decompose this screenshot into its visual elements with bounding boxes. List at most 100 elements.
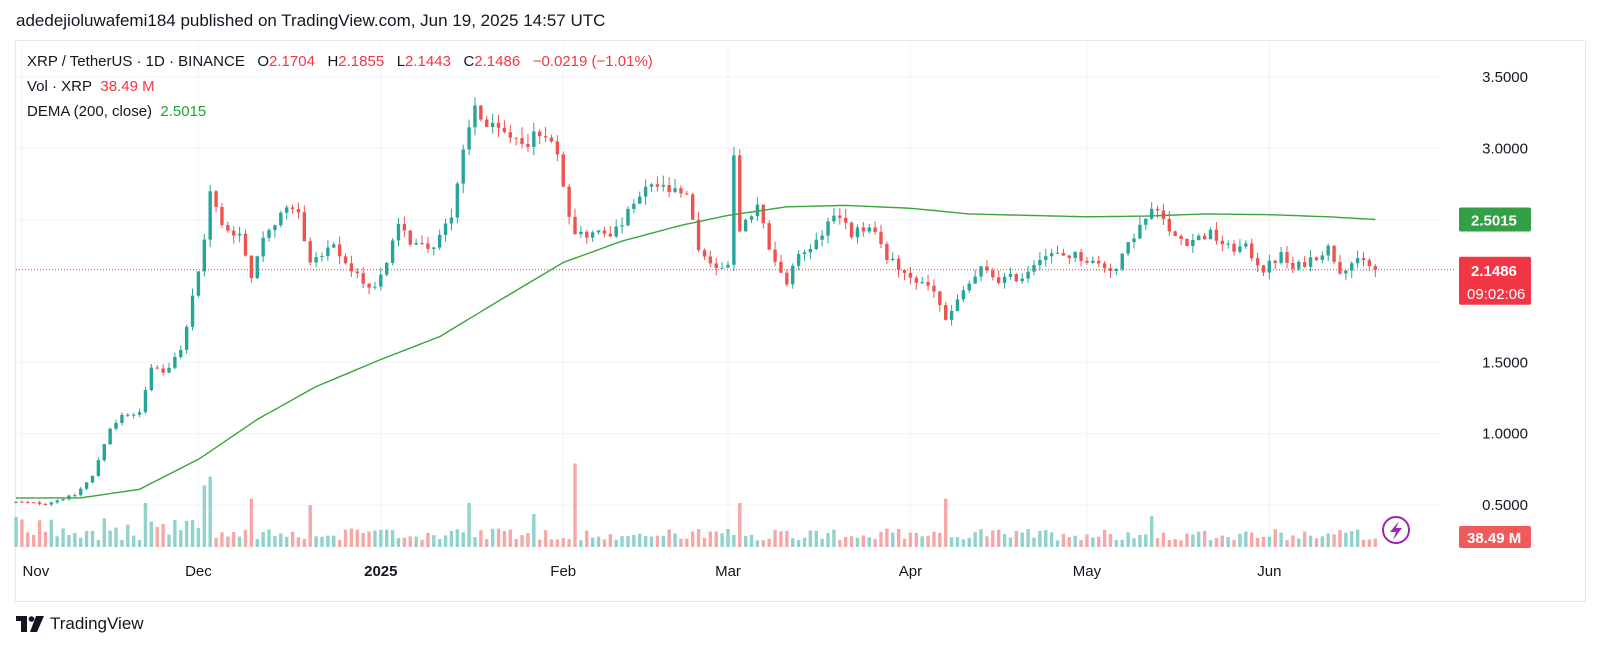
legend-symbol[interactable]: XRP / TetherUS · 1D · BINANCE (27, 53, 245, 70)
candle-body (485, 119, 489, 128)
candle-body (561, 154, 565, 187)
candle-body (590, 232, 595, 238)
candle-body (885, 244, 889, 261)
candle-body (732, 155, 736, 265)
legend-dema-label[interactable]: DEMA (200, close) (27, 103, 153, 120)
lightning-icon[interactable] (1382, 516, 1410, 544)
volume-bar (408, 536, 412, 547)
candle-body (261, 237, 265, 257)
candle-body (355, 271, 359, 274)
candle-body (1361, 258, 1366, 261)
candle-body (190, 295, 195, 327)
candle-body (1255, 258, 1260, 266)
candle-body (237, 233, 242, 236)
volume-bar (908, 532, 913, 547)
candle-body (985, 266, 989, 271)
volume-bar (137, 540, 142, 547)
candle-body (1314, 257, 1319, 260)
candle-body (802, 252, 807, 255)
volume-bar (749, 534, 754, 547)
candle-body (767, 223, 771, 250)
candle-body (102, 444, 106, 461)
dema-value-badge (1459, 207, 1531, 232)
volume-bar (1114, 539, 1119, 547)
candle-body (279, 212, 283, 226)
volume-bar (1102, 529, 1107, 547)
volume-bar (367, 531, 371, 547)
volume-bar (767, 538, 771, 547)
candle-body (379, 274, 383, 287)
candle-body (1120, 253, 1124, 270)
volume-bar (55, 536, 59, 547)
volume-bar (1067, 537, 1071, 547)
candle-body (973, 276, 977, 284)
volume-bar (1038, 530, 1042, 547)
volume-bar (914, 532, 918, 547)
candle-body (202, 239, 206, 272)
candle-body (879, 231, 883, 245)
volume-bar (808, 530, 813, 547)
volume-bar (820, 538, 824, 547)
dema-line (16, 204, 1376, 499)
volume-bar (1173, 539, 1177, 547)
candle-body (184, 326, 189, 350)
candle-body (520, 138, 524, 144)
publisher-line: adedejioluwafemi184 published on Trading… (16, 11, 606, 30)
candle-body (1220, 240, 1224, 245)
bar-countdown-text: 09:02:06 (1467, 286, 1525, 303)
candle-body (573, 216, 577, 235)
legend-volume-label[interactable]: Vol · XRP (27, 78, 93, 95)
volume-bar (108, 530, 112, 547)
volume-bar (14, 516, 18, 547)
volume-bar (1055, 540, 1060, 547)
volume-bar (949, 537, 954, 547)
volume-bar (896, 528, 901, 547)
candle-body (90, 475, 95, 483)
x-tick-label: Apr (899, 563, 922, 580)
candle-body (1167, 218, 1172, 232)
legend-close-label: C (463, 53, 475, 70)
tradingview-logo[interactable]: TradingView (16, 614, 144, 634)
x-tick-label: 2025 (364, 563, 397, 580)
candle-body (914, 277, 918, 283)
x-tick-label: Feb (550, 563, 576, 580)
volume-bar (1155, 538, 1160, 547)
candle-body (585, 231, 589, 238)
candle-body (1008, 273, 1013, 277)
candle-body (1250, 243, 1254, 259)
volume-bar (1373, 538, 1377, 547)
candle-body (738, 155, 742, 232)
candle-body (1002, 276, 1007, 284)
candle-body (267, 230, 271, 238)
volume-bar (891, 532, 895, 547)
volume-bar (1161, 532, 1166, 547)
candle-body (1185, 238, 1189, 246)
legend-volume-value: 38.49 M (100, 78, 155, 95)
volume-bar (873, 538, 877, 547)
candle-body (902, 269, 907, 273)
candle-body (867, 227, 871, 232)
volume-bar (167, 534, 171, 547)
candle-body (1179, 235, 1183, 239)
volume-bar (979, 529, 983, 547)
volume-bar (1097, 536, 1101, 547)
candle-body (944, 305, 948, 320)
volume-bar (1061, 533, 1066, 547)
volume-bar (1285, 540, 1289, 547)
candle-body (349, 263, 354, 272)
volume-bar (773, 529, 777, 547)
volume-bar (1049, 532, 1054, 547)
volume-bar (732, 534, 736, 547)
candle-body (290, 207, 295, 210)
candle-body (414, 243, 418, 245)
legend-close-value: 2.1486 (474, 53, 521, 70)
chart-frame[interactable] (15, 40, 1586, 602)
volume-bar (879, 531, 883, 547)
candle-body (1197, 235, 1201, 240)
candle-body (173, 356, 177, 368)
candle-body (1355, 258, 1360, 264)
legend-dema-row: DEMA (200, close) 2.5015 (27, 103, 206, 120)
volume-bar (526, 532, 530, 547)
legend-ohlc-row: XRP / TetherUS · 1D · BINANCE O2.1704 H2… (27, 53, 653, 70)
